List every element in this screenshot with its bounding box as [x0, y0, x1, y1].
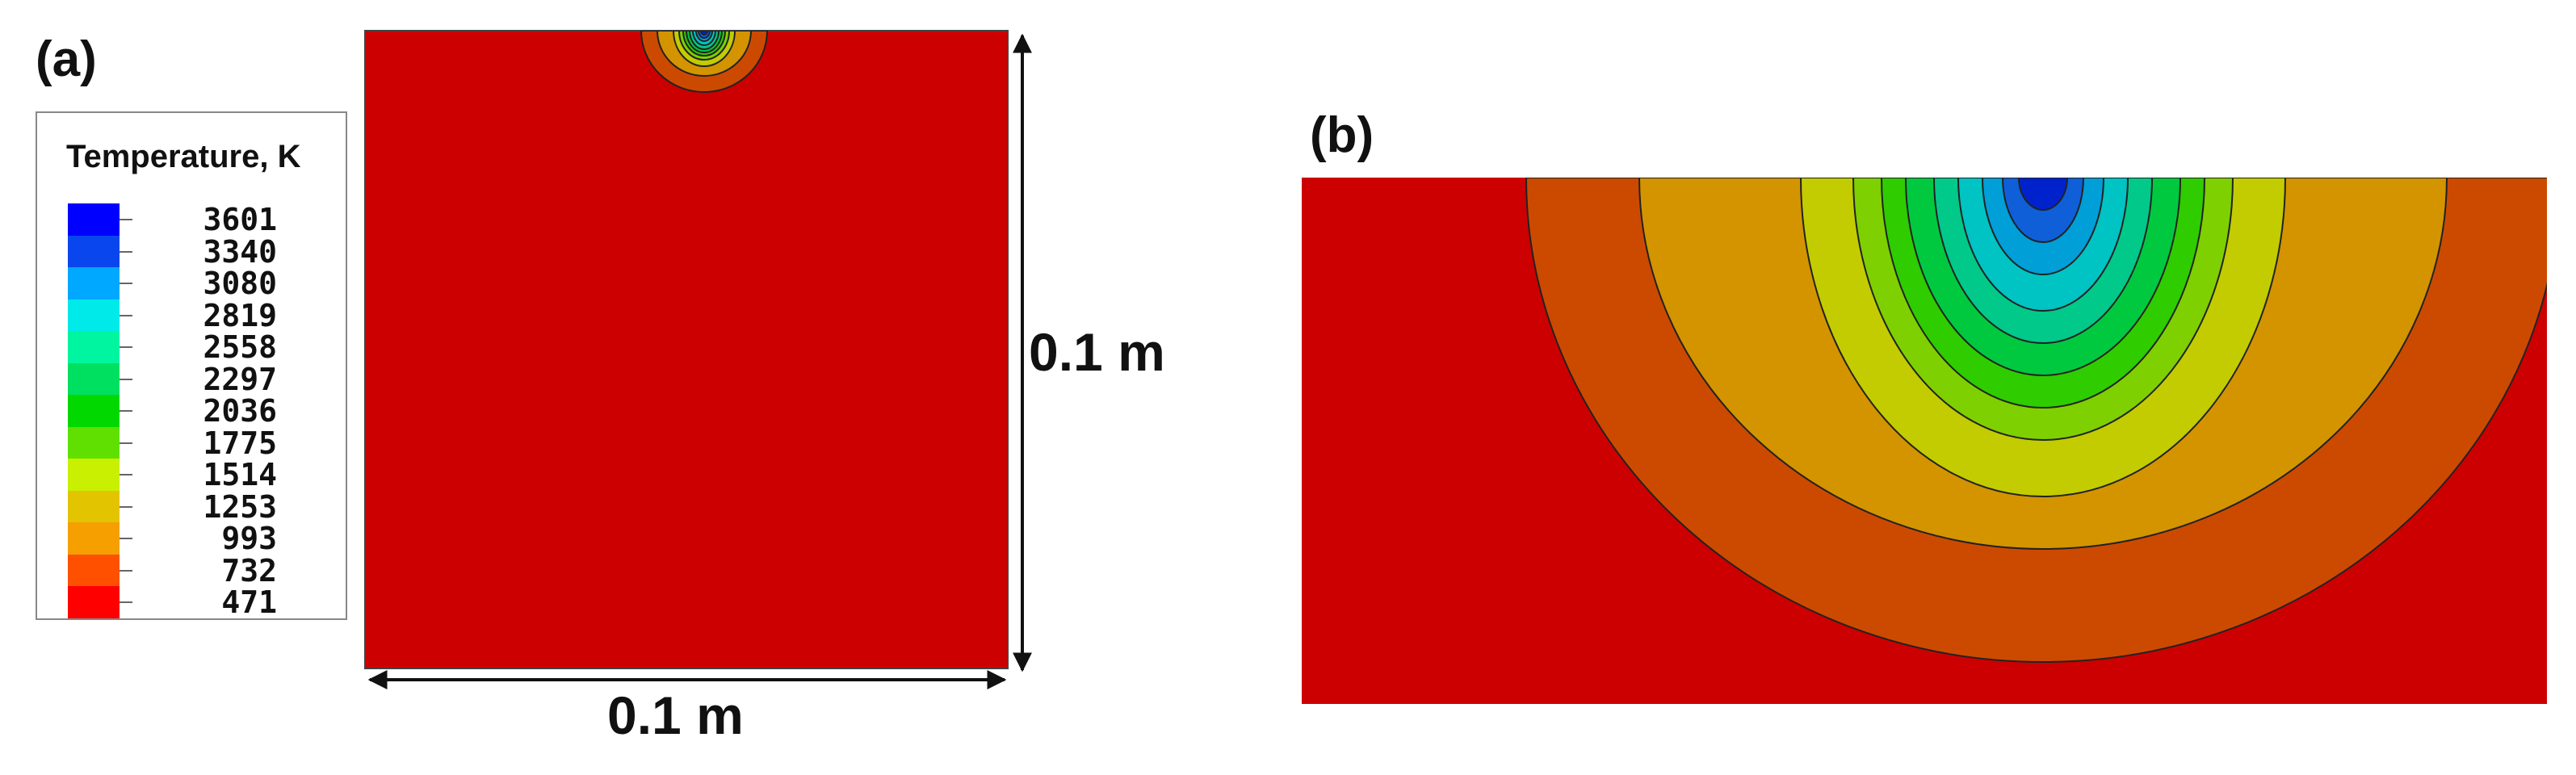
panel-b-zoom — [1302, 178, 2547, 704]
legend-tick — [120, 474, 132, 475]
legend-swatch — [68, 522, 120, 555]
legend-value: 1775 — [203, 425, 277, 461]
contour-band — [2017, 178, 2069, 211]
legend-swatch — [68, 459, 120, 491]
legend-swatch — [68, 267, 120, 300]
legend-tick — [120, 219, 132, 220]
legend-tick — [120, 378, 132, 380]
legend-tick — [120, 442, 132, 444]
legend-value: 2036 — [203, 393, 277, 429]
panel-a-label: (a) — [36, 31, 97, 87]
legend-value: 3080 — [203, 266, 277, 301]
legend-swatch — [68, 235, 120, 268]
panel-a-domain — [364, 30, 1009, 669]
legend-tick — [120, 283, 132, 284]
panel-b-contours — [1525, 178, 2547, 663]
legend-tick — [120, 569, 132, 572]
legend-tick — [120, 538, 132, 539]
legend-tick — [120, 505, 132, 508]
legend-swatch — [68, 362, 120, 396]
legend-value: 1253 — [203, 488, 277, 525]
legend-value: 3340 — [203, 233, 277, 270]
panel-a-background — [364, 30, 1009, 669]
vertical-dimension-label: 0.1 m — [1029, 322, 1165, 382]
legend-value: 2558 — [203, 329, 277, 365]
legend-swatch — [68, 554, 120, 587]
legend-swatch — [68, 203, 120, 236]
legend-swatch — [68, 299, 120, 332]
legend-value: 3601 — [203, 202, 277, 237]
legend-swatch — [68, 586, 120, 618]
temperature-legend: Temperature, K 3601 3340 3080 2819 2558 2297 2… — [36, 111, 347, 620]
legend-swatch — [68, 395, 120, 427]
legend-swatch — [68, 490, 120, 523]
legend-value: 993 — [221, 521, 277, 556]
legend-tick — [120, 314, 132, 316]
legend-value: 2819 — [203, 297, 277, 333]
legend-tick — [120, 250, 132, 253]
legend-value: 471 — [221, 584, 277, 620]
legend-value: 732 — [221, 552, 277, 589]
legend-swatch — [68, 426, 120, 459]
panel-a-contours — [640, 31, 769, 93]
legend-tick — [120, 601, 132, 603]
legend-value: 2297 — [203, 361, 277, 397]
legend-swatch — [68, 331, 120, 363]
legend-tick — [120, 346, 132, 348]
panel-b-label: (b) — [1310, 107, 1374, 163]
legend-tick — [120, 410, 132, 412]
legend-value: 1514 — [203, 457, 277, 492]
contour-band — [699, 31, 709, 36]
horizontal-dimension-label: 0.1 m — [607, 685, 744, 745]
legend-title: Temperature, K — [66, 139, 301, 174]
